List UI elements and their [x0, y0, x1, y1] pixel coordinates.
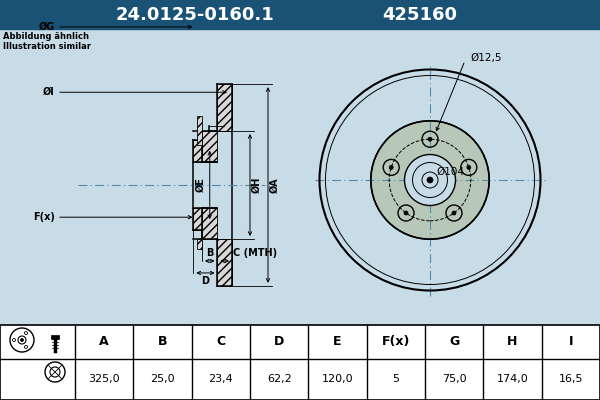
- Text: Abbildung ähnlich: Abbildung ähnlich: [3, 32, 89, 41]
- Bar: [217, 84, 232, 131]
- Text: A: A: [100, 335, 109, 348]
- Text: D: D: [274, 335, 284, 348]
- Bar: [217, 84, 232, 131]
- Text: Ø12,5: Ø12,5: [470, 52, 502, 62]
- Circle shape: [404, 211, 408, 215]
- Circle shape: [389, 165, 393, 169]
- Text: F(x): F(x): [382, 335, 410, 348]
- Text: C: C: [216, 335, 226, 348]
- Text: 25,0: 25,0: [150, 374, 175, 384]
- Circle shape: [20, 338, 23, 342]
- Circle shape: [452, 211, 456, 215]
- Text: ØE: ØE: [196, 178, 206, 192]
- Text: F(x): F(x): [33, 212, 55, 222]
- Text: 425160: 425160: [383, 6, 458, 24]
- Bar: [217, 239, 232, 286]
- Bar: [217, 84, 232, 131]
- Text: 174,0: 174,0: [497, 374, 529, 384]
- Text: ØI: ØI: [43, 87, 55, 97]
- Text: 16,5: 16,5: [559, 374, 583, 384]
- Circle shape: [371, 121, 489, 239]
- Bar: [217, 239, 232, 286]
- Text: Ø104: Ø104: [436, 167, 464, 177]
- Text: 325,0: 325,0: [88, 374, 120, 384]
- Text: G: G: [449, 335, 459, 348]
- Circle shape: [427, 177, 433, 183]
- Bar: [193, 140, 202, 162]
- Text: D: D: [202, 276, 209, 286]
- Text: 5: 5: [392, 374, 400, 384]
- Text: I: I: [569, 335, 573, 348]
- Circle shape: [404, 154, 455, 206]
- Text: 120,0: 120,0: [322, 374, 353, 384]
- Bar: [0, 0, 600, 29]
- Text: 24.0125-0160.1: 24.0125-0160.1: [116, 6, 274, 24]
- Text: ØG: ØG: [39, 22, 55, 32]
- Text: H: H: [508, 335, 518, 348]
- Bar: [202, 131, 217, 162]
- Text: E: E: [333, 335, 342, 348]
- Bar: [51, 335, 59, 339]
- Text: B: B: [158, 335, 167, 348]
- Bar: [197, 239, 202, 249]
- Bar: [217, 239, 232, 286]
- Text: B: B: [206, 248, 214, 258]
- Circle shape: [428, 137, 432, 141]
- Circle shape: [467, 165, 471, 169]
- Text: 62,2: 62,2: [267, 374, 292, 384]
- Bar: [0, 325, 600, 400]
- Text: C (MTH): C (MTH): [233, 248, 277, 258]
- Text: ØA: ØA: [270, 177, 280, 193]
- Bar: [193, 208, 202, 230]
- Bar: [202, 208, 217, 239]
- Bar: [197, 116, 202, 145]
- Text: 23,4: 23,4: [208, 374, 233, 384]
- Text: Illustration similar: Illustration similar: [3, 42, 91, 51]
- Text: 75,0: 75,0: [442, 374, 466, 384]
- Text: ØH: ØH: [252, 177, 262, 193]
